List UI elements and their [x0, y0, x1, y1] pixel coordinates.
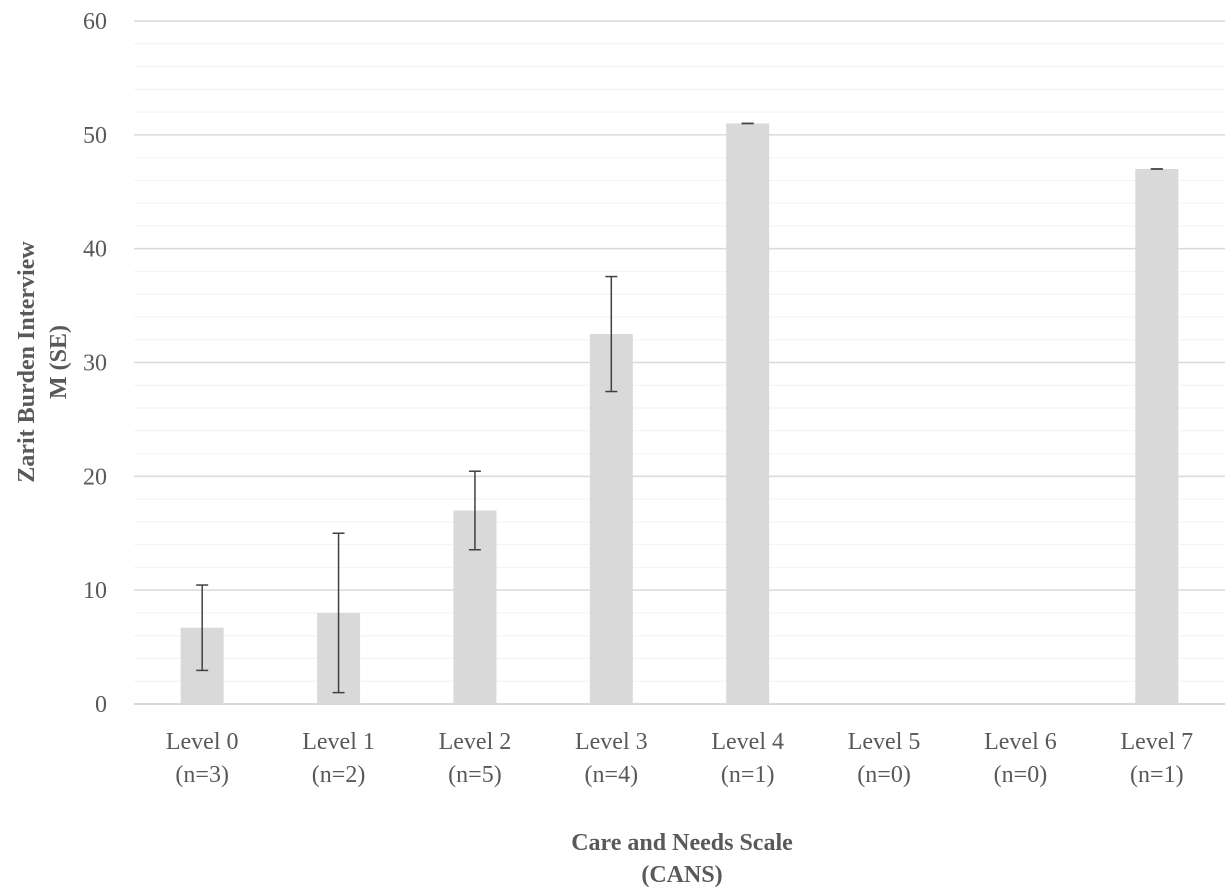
bar	[726, 123, 770, 704]
x-category-sublabel: (n=5)	[448, 762, 502, 788]
error-bar	[196, 584, 209, 672]
x-category-label: Level 6	[984, 729, 1057, 755]
error-bars-layer	[196, 122, 1163, 705]
x-category-label: Level 0	[166, 729, 239, 755]
y-tick-label: 20	[83, 464, 107, 490]
x-category-label: Level 7	[1120, 729, 1193, 755]
x-category-label: Level 3	[575, 729, 648, 755]
y-tick-label: 60	[83, 9, 107, 35]
x-category-label: Level 1	[302, 729, 375, 755]
grid-layer	[134, 20, 1225, 682]
y-tick-label: 0	[95, 692, 107, 718]
y-axis-title-line2: M (SE)	[46, 325, 72, 399]
y-axis-title-line1: Zarit Burden Interview	[14, 241, 40, 483]
error-bar	[605, 275, 618, 393]
x-category-sublabel: (n=0)	[994, 762, 1048, 788]
x-category-sublabel: (n=1)	[1130, 762, 1184, 788]
x-category-label: Level 4	[711, 729, 784, 755]
x-category-sublabel: (n=2)	[312, 762, 366, 788]
bars-layer	[180, 123, 1179, 704]
x-category-label: Level 2	[439, 729, 512, 755]
x-category-label: Level 5	[848, 729, 921, 755]
y-tick-label: 50	[83, 123, 107, 149]
x-category-sublabel: (n=1)	[721, 762, 775, 788]
error-bar	[332, 532, 345, 694]
y-tick-label: 40	[83, 237, 107, 263]
error-bar	[468, 470, 481, 551]
x-category-sublabel: (n=3)	[175, 762, 229, 788]
y-tick-label: 10	[83, 578, 107, 604]
x-axis-title-line2: (CANS)	[641, 862, 722, 888]
y-tick-label: 30	[83, 351, 107, 377]
x-category-labels: Level 0 (n=3) Level 1 (n=2) Level 2 (n=5) Leve…	[166, 729, 1193, 788]
x-axis-title-line1: Care and Needs Scale	[571, 830, 793, 856]
y-tick-labels: 0 10 20 30 40 50 60	[83, 9, 107, 718]
bar	[1135, 168, 1179, 704]
x-category-sublabel: (n=4)	[585, 762, 639, 788]
bar	[589, 334, 633, 704]
x-category-sublabel: (n=0)	[857, 762, 911, 788]
